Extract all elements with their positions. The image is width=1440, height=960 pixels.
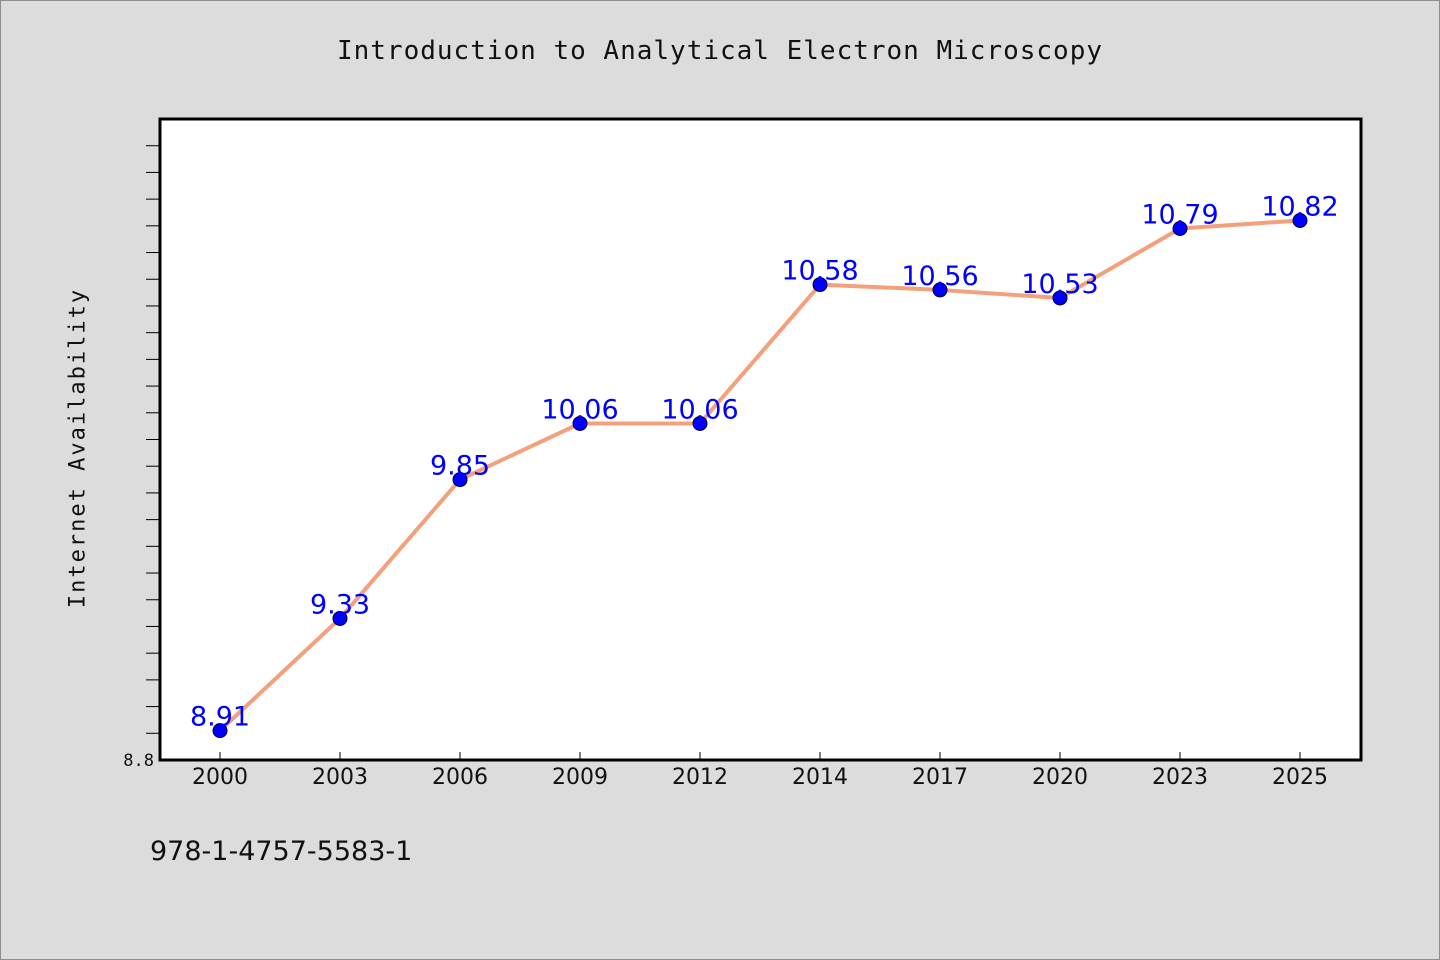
series-line — [218, 218, 1301, 733]
data-label: 9.85 — [430, 451, 490, 482]
data-point — [332, 610, 348, 626]
data-label: 10.06 — [541, 394, 618, 425]
x-tick-label: 2020 — [1032, 765, 1088, 790]
data-point — [932, 282, 948, 298]
y-tick-label: 8.8 — [123, 751, 154, 771]
data-label: 10.79 — [1141, 200, 1218, 231]
data-series — [212, 212, 1308, 739]
x-tick-label: 2017 — [912, 765, 968, 790]
x-tick-label: 2012 — [672, 765, 728, 790]
data-label: 10.06 — [661, 394, 738, 425]
data-point — [572, 415, 588, 431]
data-point — [812, 277, 828, 293]
data-point — [692, 415, 708, 431]
data-point — [1292, 212, 1308, 228]
x-tick-label: 2000 — [192, 765, 248, 790]
data-label: 9.33 — [310, 589, 370, 620]
data-point — [212, 723, 228, 739]
data-labels: 8.91 9.33 9.85 10.06 10.06 10.58 10.56 10.53 10.… — [190, 191, 1339, 732]
data-label: 10.56 — [901, 261, 978, 292]
x-axis-ticks: 2000 2003 2006 2009 2012 2014 2017 2020 2023 2025 — [192, 752, 1328, 790]
x-tick-label: 2023 — [1152, 765, 1208, 790]
x-tick-label: 2006 — [432, 765, 488, 790]
data-label: 10.82 — [1261, 191, 1338, 222]
data-point — [1052, 290, 1068, 306]
isbn-label: 978-1-4757-5583-1 — [150, 836, 413, 867]
data-point — [1172, 221, 1188, 237]
x-tick-label: 2009 — [552, 765, 608, 790]
data-label: 10.58 — [781, 256, 858, 287]
x-tick-label: 2025 — [1272, 765, 1328, 790]
chart-title: Introduction to Analytical Electron Micr… — [336, 36, 1104, 66]
plot-area — [158, 117, 1363, 762]
data-point — [452, 472, 468, 488]
data-label: 8.91 — [190, 702, 250, 733]
x-tick-label: 2003 — [312, 765, 368, 790]
data-label: 10.53 — [1021, 269, 1098, 300]
x-tick-label: 2014 — [792, 765, 848, 790]
y-axis-ticks: 8.8 — [123, 145, 159, 771]
